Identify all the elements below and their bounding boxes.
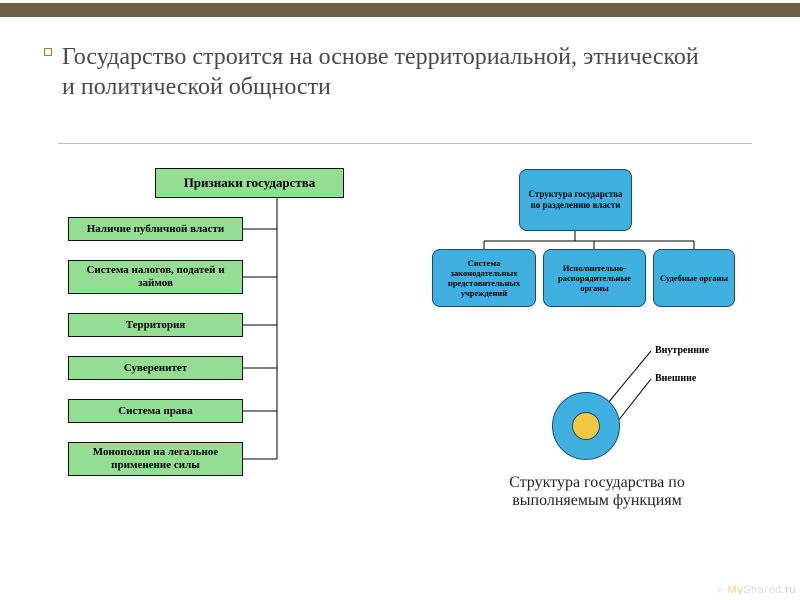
circle-label-outer: Внешние	[655, 373, 696, 384]
right-child-2: Исполнительно- распорядительные органы	[543, 249, 646, 307]
circle-inner	[572, 412, 600, 440]
left-item-5: Система права	[68, 399, 243, 423]
watermark-suffix: Shared	[743, 584, 781, 596]
title-underline	[58, 143, 752, 144]
circle-label-inner: Внутренние	[655, 345, 709, 356]
left-item-2: Система налогов, податей и займов	[68, 260, 243, 294]
circle-outer	[552, 392, 620, 460]
slide-top-bar	[0, 3, 800, 17]
left-item-3: Территория	[68, 313, 243, 337]
watermark-pre-icon: ▸	[718, 584, 728, 596]
slide-title: Государство строится на основе территори…	[62, 42, 702, 102]
left-item-6: Монополия на легальное применение силы	[68, 442, 243, 476]
watermark-prefix: My	[728, 584, 744, 596]
left-root-box: Признаки государства	[155, 168, 344, 198]
watermark: ▸ MyShared.ru	[718, 583, 796, 596]
right-child-1: Система законодательных представительных…	[432, 249, 536, 307]
title-bullet	[44, 48, 52, 56]
left-item-4: Суверенитет	[68, 356, 243, 380]
right-root-box: Структура государства по разделению влас…	[519, 169, 632, 231]
circle-caption: Структура государства по выполняемым фун…	[467, 474, 727, 510]
left-item-1: Наличие публичной власти	[68, 217, 243, 241]
right-child-3: Судебные органы	[653, 249, 735, 307]
